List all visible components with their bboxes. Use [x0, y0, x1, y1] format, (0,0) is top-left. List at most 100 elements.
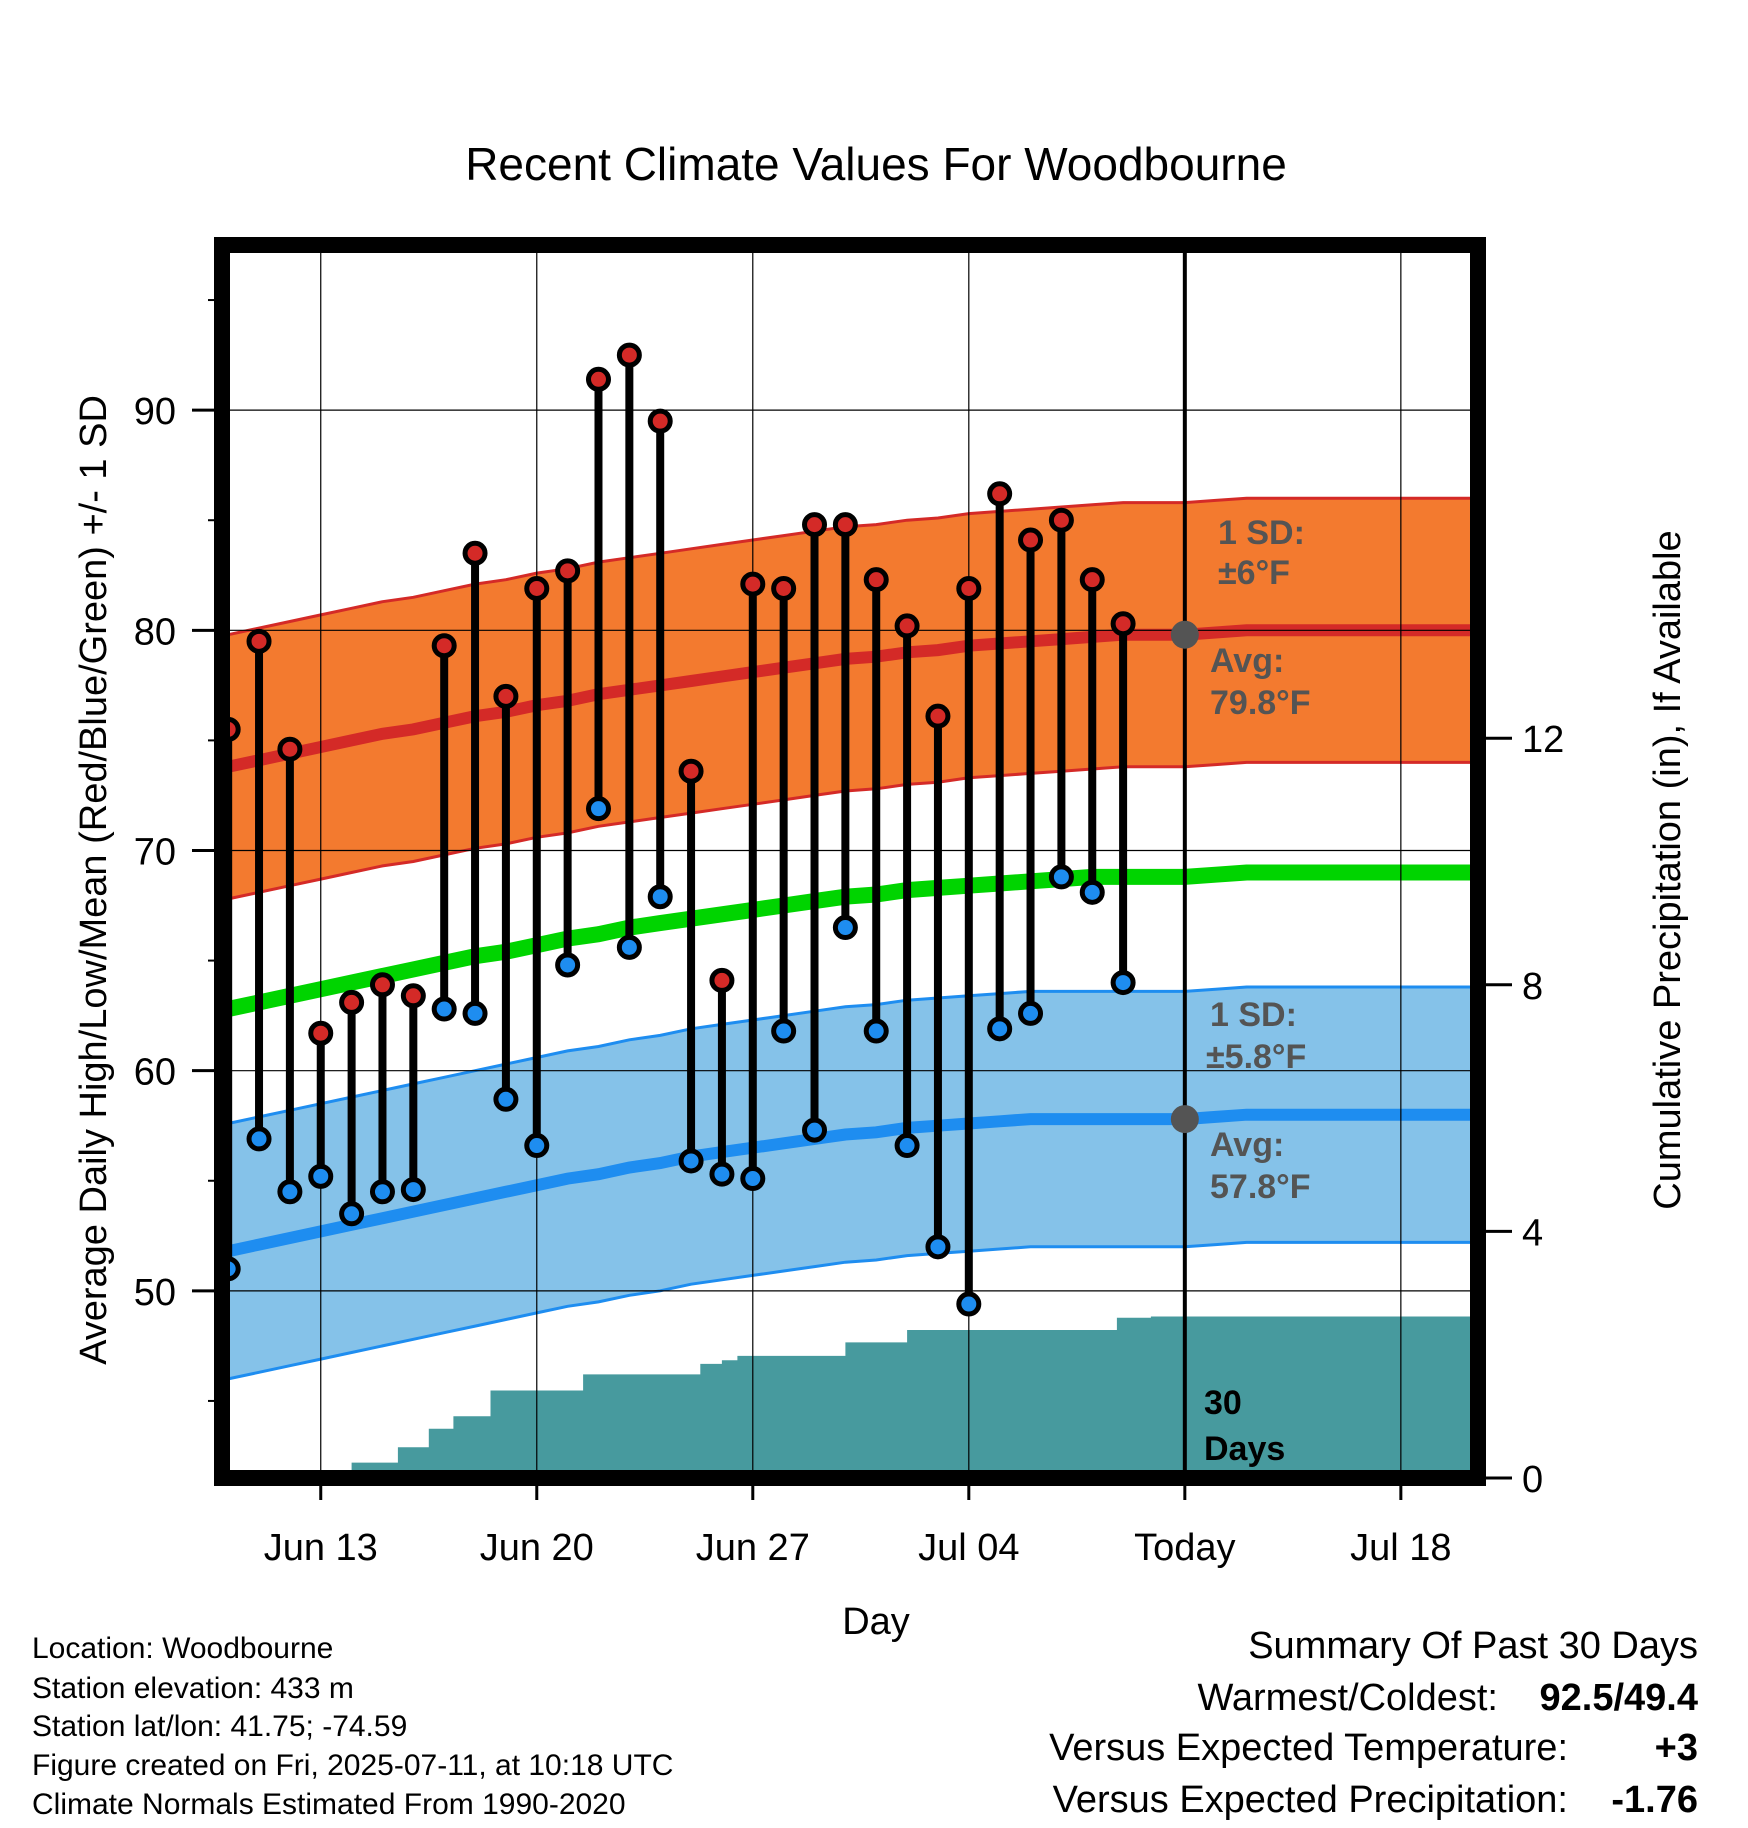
- high-avg-value: 79.8°F: [1210, 684, 1311, 722]
- days-count-label: 30: [1204, 1384, 1242, 1422]
- daily-high-point: [925, 703, 951, 729]
- warm-cold-value: 92.5/49.4: [1540, 1677, 1698, 1719]
- y-tick-label: 90: [134, 391, 176, 433]
- low-sd-title: 1 SD:: [1210, 996, 1297, 1034]
- daily-low-point: [308, 1163, 334, 1189]
- normals-text: Climate Normals Estimated From 1990-2020: [32, 1788, 626, 1821]
- daily-high-point: [462, 540, 488, 566]
- daily-high-point: [1079, 567, 1105, 593]
- daily-low-point: [431, 996, 457, 1022]
- daily-low-point: [246, 1126, 272, 1152]
- daily-low-point: [555, 952, 581, 978]
- daily-low-point: [616, 934, 642, 960]
- x-tick-label: Jul 18: [1350, 1527, 1451, 1569]
- daily-high-point: [709, 967, 735, 993]
- axes: 50 60 70 80 90 0 4 8 12 Jun 13 Jun 20 Jun 27 Jul 04 T…: [134, 299, 1564, 1569]
- x-tick-label: Jul 04: [918, 1527, 1019, 1569]
- daily-high-point: [431, 633, 457, 659]
- x-tick-label: Today: [1134, 1527, 1235, 1569]
- y2-tick-label: 4: [1522, 1212, 1543, 1254]
- daily-low-point: [863, 1018, 889, 1044]
- y-tick-label: 50: [134, 1272, 176, 1314]
- precip-vs-expected-label: Versus Expected Precipitation:: [1053, 1779, 1568, 1821]
- daily-low-point: [925, 1234, 951, 1260]
- daily-low-point: [894, 1133, 920, 1159]
- daily-low-point: [339, 1201, 365, 1227]
- daily-low-point: [1048, 864, 1074, 890]
- avg-mean-line: [226, 864, 1478, 1017]
- daily-high-point: [647, 408, 673, 434]
- summary-panel: Summary Of Past 30 Days Warmest/Coldest:…: [1049, 1625, 1698, 1821]
- elevation-text: Station elevation: 433 m: [32, 1672, 354, 1705]
- daily-low-point: [1110, 970, 1136, 996]
- summary-title: Summary Of Past 30 Days: [1248, 1625, 1698, 1667]
- daily-low-point: [802, 1117, 828, 1143]
- daily-high-point: [585, 366, 611, 392]
- daily-high-point: [616, 342, 642, 368]
- daily-low-point: [493, 1086, 519, 1112]
- avg-low-line: [226, 1108, 1478, 1258]
- latlon-text: Station lat/lon: 41.75; -74.59: [32, 1710, 407, 1743]
- daily-high-point: [555, 558, 581, 584]
- temp-vs-expected-label: Versus Expected Temperature:: [1049, 1727, 1568, 1769]
- location-text: Location: Woodbourne: [32, 1632, 333, 1665]
- daily-high-point: [832, 512, 858, 538]
- days-word-label: Days: [1204, 1430, 1285, 1468]
- created-text: Figure created on Fri, 2025-07-11, at 10…: [32, 1749, 673, 1782]
- daily-low-point: [462, 1000, 488, 1026]
- daily-high-point: [740, 571, 766, 597]
- low-band-upper-edge: [227, 985, 1478, 1125]
- daily-high-point: [894, 613, 920, 639]
- low-avg-value: 57.8°F: [1210, 1168, 1311, 1206]
- daily-low-point: [647, 884, 673, 910]
- low-avg-title: Avg:: [1210, 1126, 1284, 1164]
- daily-high-point: [987, 481, 1013, 507]
- high-avg-title: Avg:: [1210, 642, 1284, 680]
- high-sd-title: 1 SD:: [1218, 514, 1305, 552]
- daily-low-point: [1018, 1000, 1044, 1026]
- y2-tick-label: 12: [1522, 719, 1564, 761]
- daily-low-point: [277, 1179, 303, 1205]
- x-tick-label: Jun 13: [264, 1527, 378, 1569]
- y-tick-label: 70: [134, 831, 176, 873]
- y-axis-label: Average Daily High/Low/Mean (Red/Blue/Gr…: [73, 395, 115, 1365]
- x-tick-label: Jun 20: [480, 1527, 594, 1569]
- daily-low-point: [740, 1166, 766, 1192]
- daily-high-point: [863, 567, 889, 593]
- y2-tick-label: 0: [1522, 1459, 1543, 1501]
- daily-high-point: [1018, 527, 1044, 553]
- y-tick-label: 80: [134, 611, 176, 653]
- daily-high-point: [277, 736, 303, 762]
- daily-low-point: [585, 796, 611, 822]
- daily-high-point: [1048, 507, 1074, 533]
- daily-high-point: [246, 628, 272, 654]
- daily-high-point: [369, 972, 395, 998]
- daily-high-point: [956, 575, 982, 601]
- today-avg-high-dot: [1170, 620, 1199, 649]
- high-sd-value: ±6°F: [1218, 554, 1290, 592]
- station-info: Location: Woodbourne Station elevation: …: [32, 1632, 673, 1821]
- daily-high-point: [678, 758, 704, 784]
- daily-high-point: [524, 575, 550, 601]
- daily-high-point: [771, 575, 797, 601]
- daily-low-point: [709, 1161, 735, 1187]
- high-band-lower-edge: [227, 760, 1478, 901]
- daily-low-point: [678, 1148, 704, 1174]
- precip-vs-expected-value: -1.76: [1611, 1779, 1698, 1821]
- temp-vs-expected-value: +3: [1655, 1727, 1698, 1769]
- x-tick-label: Jun 27: [696, 1527, 810, 1569]
- daily-high-point: [802, 512, 828, 538]
- band-annotations: 1 SD: ±6°F Avg: 79.8°F 1 SD: ±5.8°F Avg:…: [1204, 514, 1311, 1468]
- daily-high-point: [339, 989, 365, 1015]
- y-tick-label: 60: [134, 1052, 176, 1094]
- x-axis-label: Day: [842, 1601, 910, 1643]
- daily-low-point: [987, 1016, 1013, 1042]
- warm-cold-label: Warmest/Coldest:: [1197, 1677, 1498, 1719]
- plot-border: [214, 237, 1486, 1486]
- daily-low-point: [1079, 879, 1105, 905]
- daily-high-point: [308, 1020, 334, 1046]
- daily-low-point: [369, 1179, 395, 1205]
- daily-high-point: [493, 683, 519, 709]
- daily-low-point: [771, 1018, 797, 1044]
